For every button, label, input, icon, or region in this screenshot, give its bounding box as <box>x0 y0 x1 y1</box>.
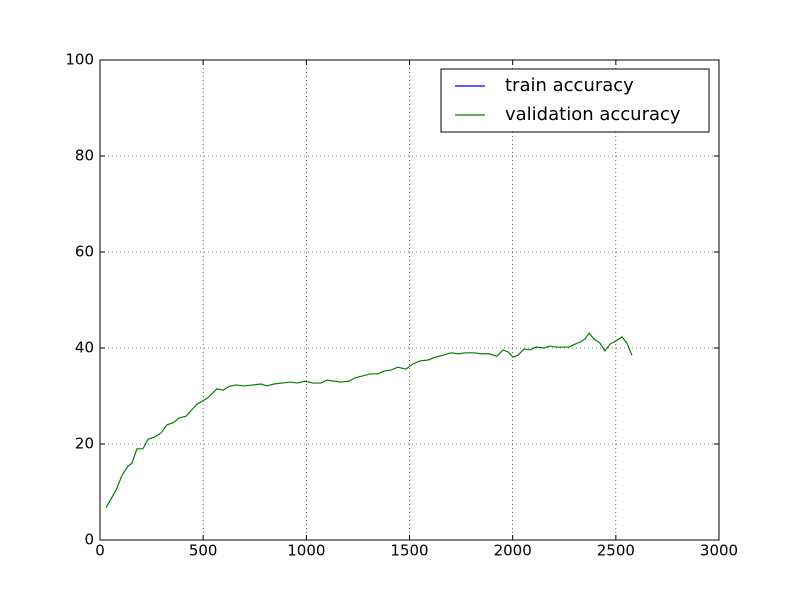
plot-frame <box>99 59 720 541</box>
x-tick-label: 500 <box>189 542 218 560</box>
y-tick-label: 20 <box>75 435 94 453</box>
x-tick-label: 2000 <box>494 542 532 560</box>
legend-box <box>440 68 710 133</box>
x-tick-label: 0 <box>95 542 105 560</box>
x-tick-label: 1500 <box>390 542 428 560</box>
x-tick-label: 1000 <box>287 542 325 560</box>
legend: train accuracy validation accuracy <box>440 68 710 133</box>
y-tick-label: 60 <box>75 243 94 261</box>
legend-label: train accuracy <box>505 75 634 96</box>
y-tick-label: 100 <box>65 51 94 69</box>
y-tick-label: 40 <box>75 339 94 357</box>
legend-label: validation accuracy <box>505 104 681 125</box>
x-tick-label: 3000 <box>700 542 738 560</box>
y-tick-label: 0 <box>84 531 94 549</box>
series-line <box>105 332 633 509</box>
x-tick-label: 2500 <box>597 542 635 560</box>
y-tick-label: 80 <box>75 147 94 165</box>
